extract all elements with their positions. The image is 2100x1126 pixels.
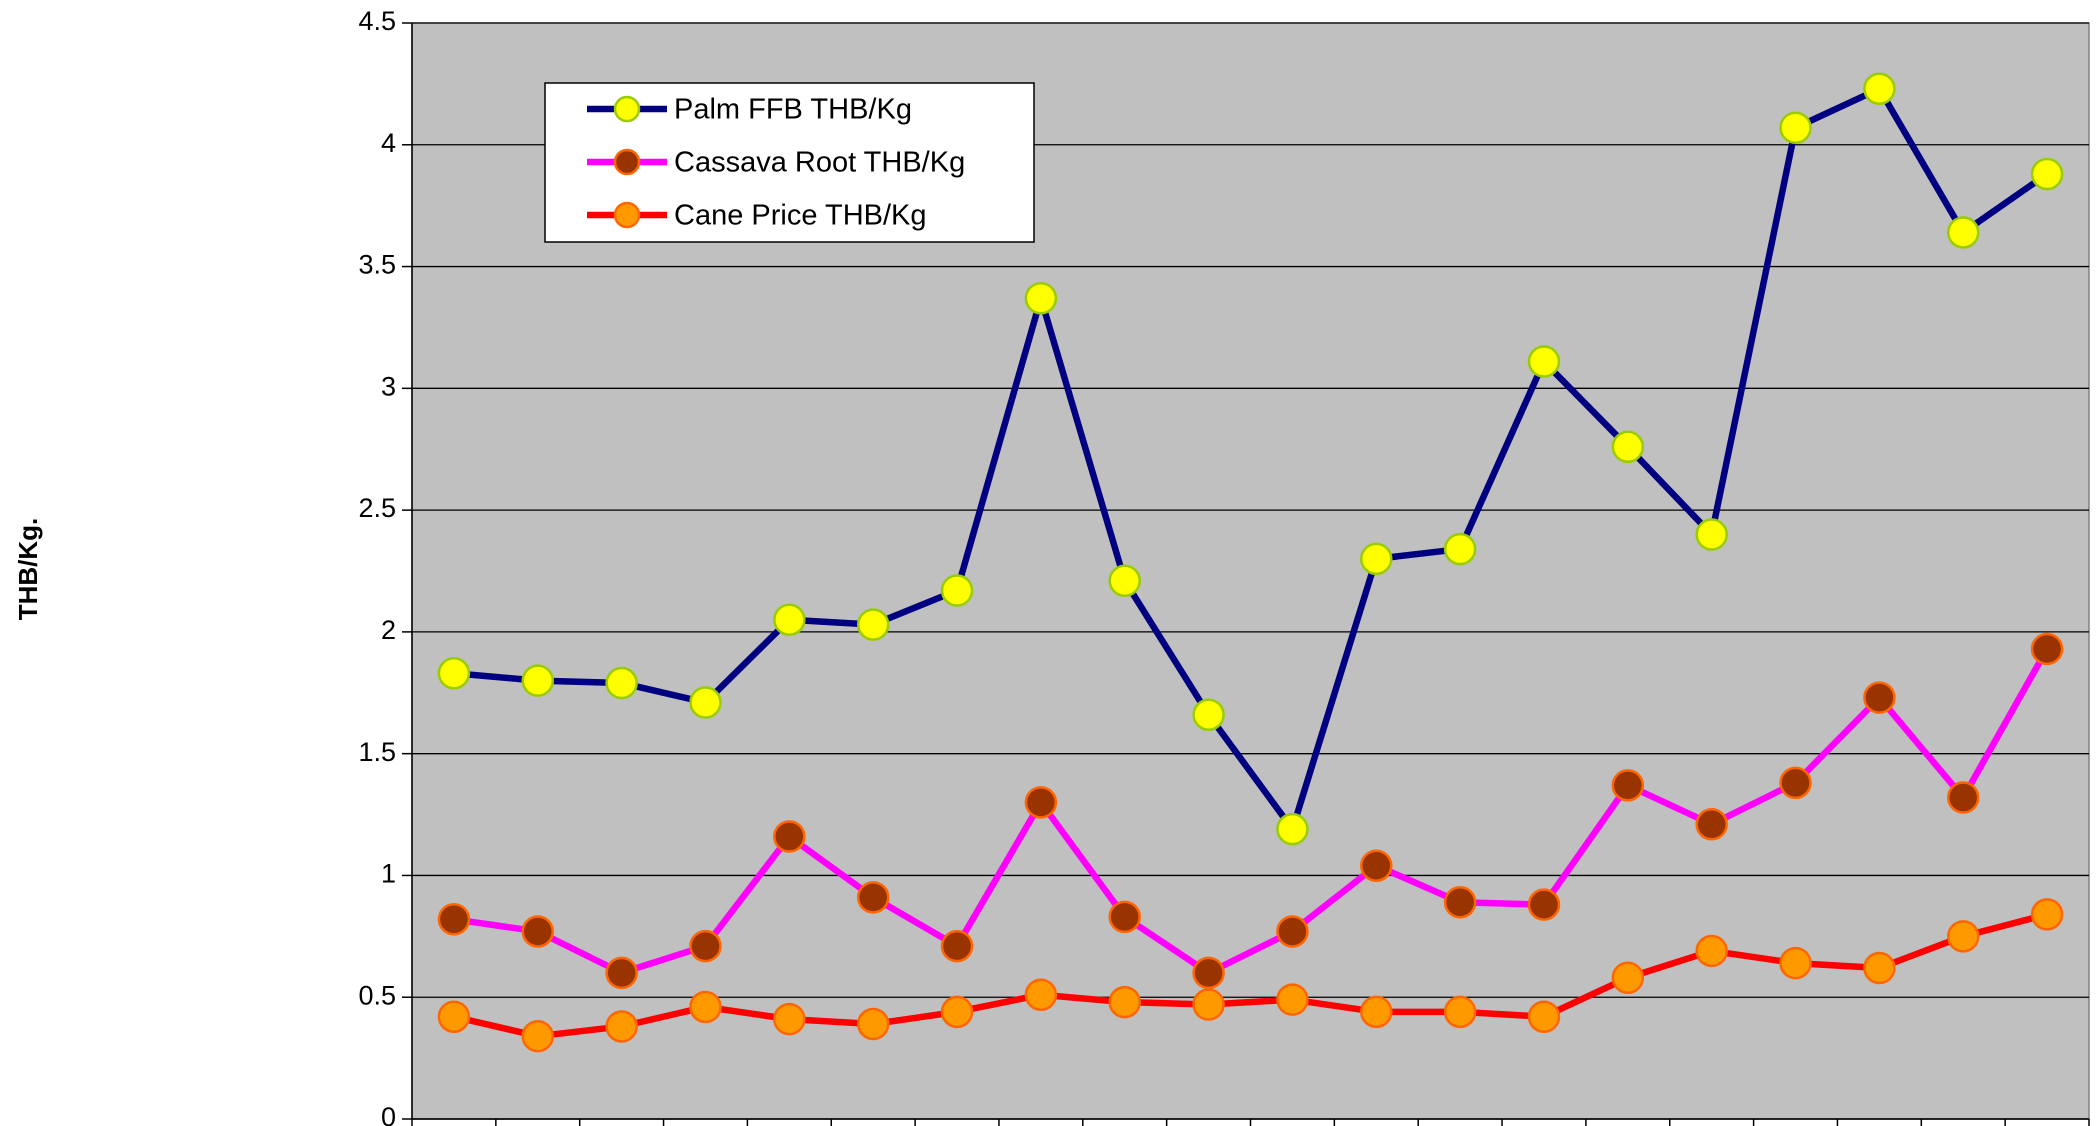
y-tick-label: 4	[381, 128, 396, 158]
data-point	[1024, 281, 1058, 315]
data-point	[1946, 781, 1980, 814]
y-tick-label: 0	[381, 1102, 396, 1126]
data-point	[856, 1007, 890, 1041]
data-point	[1527, 888, 1561, 921]
data-point	[1108, 900, 1141, 934]
y-axis-label: THB/Kg.	[13, 518, 43, 621]
legend-label: Cassava Root THB/Kg	[674, 147, 965, 179]
data-point	[773, 603, 806, 636]
data-point	[1443, 885, 1477, 919]
legend-marker	[613, 95, 641, 123]
y-tick-label: 1	[381, 859, 396, 889]
data-point	[605, 666, 638, 700]
data-point	[1695, 808, 1728, 841]
data-point	[437, 1000, 471, 1033]
data-point	[1360, 849, 1393, 882]
data-point	[1946, 920, 1980, 953]
data-point	[1443, 532, 1477, 566]
data-point	[1108, 985, 1141, 1019]
data-point	[605, 956, 638, 990]
data-point	[856, 881, 890, 914]
data-point	[1024, 978, 1058, 1012]
data-point	[1527, 345, 1561, 378]
data-point	[1779, 946, 1812, 980]
y-tick-label: 2	[381, 615, 396, 645]
data-point	[1527, 1000, 1561, 1033]
data-point	[1779, 766, 1812, 800]
legend-label: Cane Price THB/Kg	[674, 200, 927, 232]
y-tick-label: 0.5	[358, 980, 396, 1010]
data-point	[1276, 812, 1309, 846]
data-point	[689, 686, 722, 719]
data-point	[689, 990, 722, 1024]
data-point	[1779, 111, 1812, 144]
data-point	[773, 820, 806, 853]
data-point	[437, 657, 471, 690]
data-point	[1946, 216, 1980, 249]
data-point	[1360, 542, 1393, 576]
data-point	[1108, 564, 1141, 597]
data-point	[1024, 786, 1058, 819]
data-point	[1276, 983, 1309, 1016]
data-point	[1192, 698, 1225, 731]
data-point	[437, 903, 471, 936]
data-point	[689, 929, 722, 963]
data-point	[1695, 518, 1728, 551]
data-point	[2030, 898, 2064, 931]
legend: Palm FFB THB/Kg Cassava Root THB/Kg Cane P…	[544, 82, 1035, 243]
y-tick-label: 3.5	[358, 250, 396, 280]
data-point	[605, 1010, 638, 1043]
data-point	[2030, 632, 2064, 666]
data-point	[1192, 956, 1225, 990]
data-point	[1611, 769, 1645, 802]
data-point	[940, 995, 974, 1029]
data-point	[521, 915, 555, 948]
data-point	[1611, 961, 1645, 994]
data-point	[1863, 681, 1896, 714]
legend-marker	[613, 201, 641, 229]
legend-marker	[613, 148, 641, 176]
data-point	[1360, 995, 1393, 1029]
data-point	[1863, 951, 1896, 985]
data-point	[521, 1019, 555, 1053]
y-tick-label: 1.5	[358, 737, 396, 767]
data-point	[1695, 934, 1728, 968]
data-point	[773, 1002, 806, 1036]
y-tick-label: 2.5	[358, 493, 396, 523]
y-tick-label: 3	[381, 371, 396, 401]
data-point	[521, 664, 555, 697]
data-point	[1611, 430, 1645, 464]
data-point	[1276, 915, 1309, 948]
y-tick-label: 4.5	[358, 6, 396, 36]
data-point	[2030, 157, 2064, 191]
data-point	[940, 574, 974, 607]
data-point	[1863, 72, 1896, 106]
data-point	[940, 929, 974, 963]
data-point	[1192, 988, 1225, 1021]
series-line	[453, 85, 2049, 833]
data-point	[1443, 995, 1477, 1029]
data-point	[856, 608, 890, 641]
legend-label: Palm FFB THB/Kg	[674, 94, 912, 126]
